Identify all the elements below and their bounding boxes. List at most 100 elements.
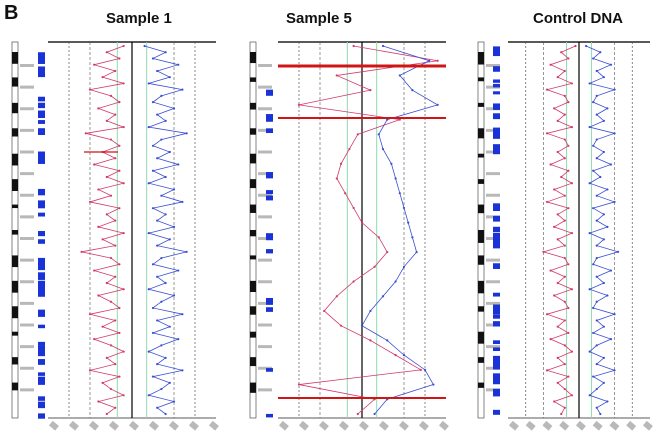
panel-2-ideogram-band bbox=[250, 280, 256, 293]
panel-1-series-2-point bbox=[181, 369, 184, 372]
panel-3-aberration-band bbox=[493, 304, 500, 313]
panel-1-series-2-point bbox=[147, 232, 150, 235]
panel-2-ideogram-band bbox=[250, 52, 256, 64]
panel-2-aberration-band bbox=[266, 89, 273, 96]
panel-2-aberration-band bbox=[266, 233, 273, 241]
panel-3-series-2-point bbox=[606, 188, 609, 191]
panel-1-aberration-band bbox=[38, 309, 45, 317]
panel-2-ideogram-band bbox=[250, 357, 256, 367]
panel-1-series-2-point bbox=[147, 182, 150, 185]
panel-3-series-1-point bbox=[553, 294, 556, 297]
panel-3-series-1-point bbox=[556, 325, 559, 328]
panel-1-series-1-point bbox=[114, 363, 117, 366]
panel-3-series-1-point bbox=[556, 76, 559, 79]
panel-3-series-1-point bbox=[563, 319, 566, 322]
panel-1-aberration-band bbox=[38, 200, 45, 209]
panel-1-series-2-point bbox=[164, 175, 167, 179]
panel-3-series-2-point bbox=[599, 51, 602, 54]
chart-title-sample-5: Sample 5 bbox=[286, 10, 352, 27]
panel-3-band-label bbox=[486, 64, 500, 67]
panel-3-series-2-point bbox=[595, 157, 598, 160]
panel-1-x-tick-label bbox=[188, 420, 199, 431]
panel-2-aberration-band bbox=[266, 172, 273, 179]
panel-3-series-1-point bbox=[563, 94, 566, 97]
panel-2-aberration-band bbox=[266, 413, 273, 418]
panel-3-series-1-point bbox=[570, 232, 574, 235]
panel-3-series-1-point bbox=[563, 244, 566, 247]
panel-1-series-1-point bbox=[88, 369, 92, 372]
panel-1-series-1-point bbox=[97, 107, 100, 110]
panel-3-series-1-point bbox=[563, 138, 566, 141]
panel-3-aberration-band bbox=[493, 131, 500, 139]
panel-2-series-1-point bbox=[352, 280, 355, 283]
panel-2-series-1-point bbox=[369, 339, 372, 342]
panel-1-series-2-point bbox=[160, 194, 163, 197]
panel-3-series-2-point bbox=[602, 150, 605, 154]
panel-2-aberration-band bbox=[266, 195, 273, 201]
panel-3-aberration-band bbox=[493, 203, 500, 210]
panel-2-series-2-point bbox=[373, 412, 376, 416]
panel-3-series-1-point bbox=[553, 225, 556, 228]
panel-1-ideogram-band bbox=[12, 280, 18, 293]
panel-3-series-2-point bbox=[599, 412, 602, 416]
panel-3-aberration-band bbox=[493, 127, 500, 136]
panel-1-aberration-band bbox=[38, 380, 45, 385]
panel-1-series-1-point bbox=[88, 200, 92, 204]
panel-2-ideogram-band bbox=[250, 382, 256, 393]
panel-2-series-2-point bbox=[386, 118, 389, 121]
panel-2-ideogram-band bbox=[250, 179, 256, 189]
panel-1-series-2-point bbox=[164, 281, 167, 285]
panel-3-series-1-point bbox=[567, 207, 570, 210]
panel-1-series-2-point bbox=[151, 144, 155, 147]
panel-1-band-label bbox=[20, 107, 34, 111]
panel-3-series-2-point bbox=[588, 232, 591, 235]
panel-3-aberration-band bbox=[493, 48, 500, 57]
panel-3-series-2-point bbox=[595, 363, 598, 366]
chart-title-sample-1: Sample 1 bbox=[106, 10, 172, 27]
panel-2-band-label bbox=[258, 323, 272, 327]
panel-1-series-2-point bbox=[185, 132, 188, 135]
panel-1-series-2-point bbox=[168, 76, 171, 79]
panel-1-x-tick-label bbox=[168, 420, 179, 431]
panel-3-band-label bbox=[486, 345, 500, 349]
panel-1-x-tick-label bbox=[148, 420, 159, 431]
panel-1-series-1-point bbox=[114, 69, 117, 73]
panel-1-series-1-point bbox=[105, 119, 108, 122]
panel-1-aberration-band bbox=[38, 231, 45, 237]
panel-1-aberration-band bbox=[38, 128, 45, 135]
panel-3-band-label bbox=[486, 301, 500, 305]
panel-1-series-1-point bbox=[101, 238, 104, 241]
panel-3-ideogram-band bbox=[478, 102, 484, 107]
panel-3-series-2-point bbox=[595, 113, 598, 116]
panel-1-ideogram-band bbox=[12, 255, 18, 268]
panel-3-aberration-band bbox=[493, 103, 500, 110]
panel-3-series-1-point bbox=[563, 219, 566, 222]
panel-3-ideogram-band bbox=[478, 382, 484, 388]
panel-2-ideogram-band bbox=[250, 153, 256, 164]
panel-3-aberration-band bbox=[493, 373, 500, 378]
panel-2-ideogram-band bbox=[250, 306, 256, 315]
panel-3-series-2-point bbox=[588, 182, 591, 185]
panel-1-series-2-point bbox=[164, 213, 167, 216]
panel-3-series-1-point bbox=[567, 144, 570, 147]
panel-3-band-label bbox=[486, 193, 500, 197]
panel-3-series-2-point bbox=[609, 269, 613, 272]
panel-2-series-2-point bbox=[411, 236, 414, 239]
panel-1-series-1-point bbox=[109, 256, 113, 260]
panel-3-series-1-point bbox=[545, 313, 549, 316]
panel-2-ideogram-band bbox=[250, 102, 256, 110]
panel-3-ideogram-band bbox=[478, 280, 484, 294]
panel-3-series-1-point bbox=[545, 88, 549, 91]
panel-3-series-2-point bbox=[613, 132, 616, 135]
panel-2-series-1-point bbox=[339, 324, 343, 327]
panel-1-series-1-point bbox=[122, 182, 125, 185]
panel-1-aberration-band bbox=[38, 376, 45, 384]
panel-2-series-2-point bbox=[432, 383, 435, 386]
panel-1-series-1-point bbox=[122, 394, 125, 397]
panel-1-series-2-point bbox=[151, 57, 155, 60]
panel-1-band-label bbox=[20, 237, 34, 240]
panel-3-ideogram-band bbox=[478, 77, 484, 82]
panel-3-series-1-point bbox=[563, 387, 566, 391]
panel-3-series-2-point bbox=[609, 338, 613, 341]
panel-1-series-2-point bbox=[160, 138, 163, 141]
